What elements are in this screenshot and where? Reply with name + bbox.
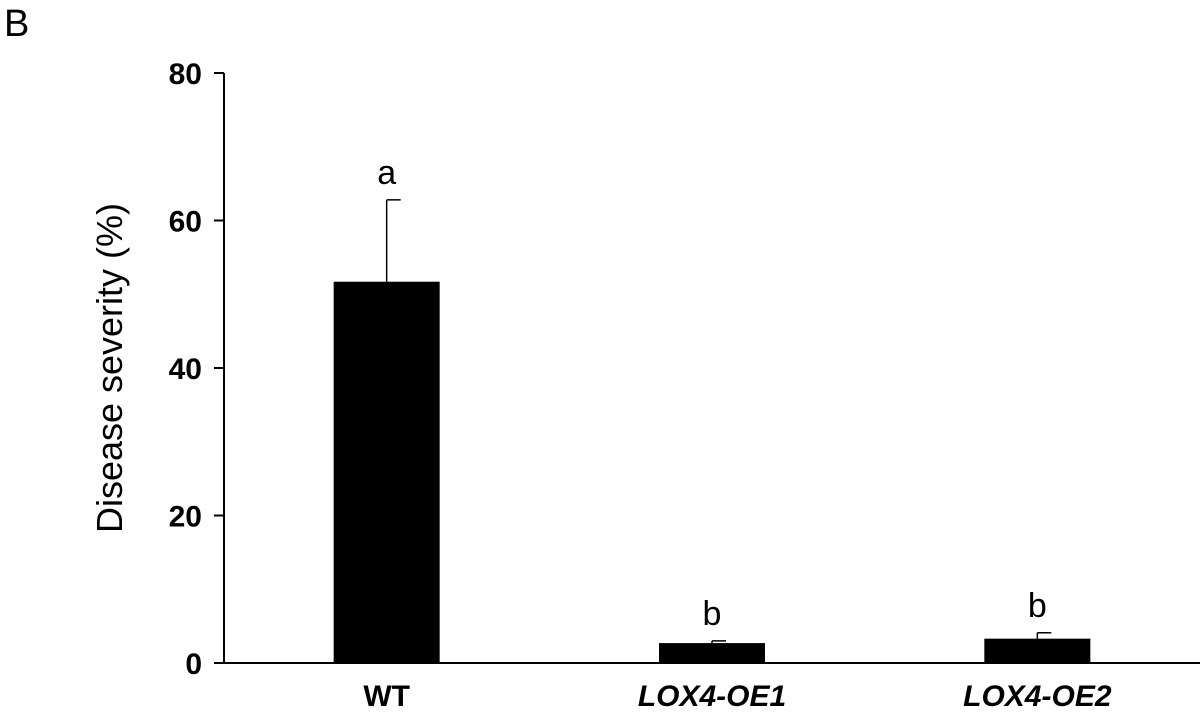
x-category-label: WT	[363, 680, 410, 713]
y-tick-label: 0	[185, 648, 202, 681]
y-ticks: 0 20 40 60 80	[169, 58, 224, 681]
panel-label: B	[4, 3, 29, 45]
x-category-label: LOX4-OE2	[963, 680, 1112, 713]
bars	[333, 281, 1091, 663]
bar-lox4-oe2	[984, 638, 1091, 663]
error-bars	[385, 199, 1052, 644]
bar-wt	[333, 281, 440, 663]
y-tick-label: 60	[169, 206, 202, 239]
y-tick-label: 80	[169, 58, 202, 91]
bar-lox4-oe1	[659, 643, 765, 663]
y-tick-label: 40	[169, 353, 202, 386]
significance-letter: b	[703, 595, 722, 633]
y-axis-title: Disease severity (%)	[89, 203, 130, 533]
x-category-label: LOX4-OE1	[638, 680, 786, 713]
significance-letters: a b b	[377, 154, 1047, 633]
y-tick-label: 20	[169, 501, 202, 534]
significance-letter: b	[1028, 587, 1047, 625]
category-labels: WT LOX4-OE1 LOX4-OE2	[363, 680, 1111, 713]
significance-letter: a	[377, 154, 396, 192]
